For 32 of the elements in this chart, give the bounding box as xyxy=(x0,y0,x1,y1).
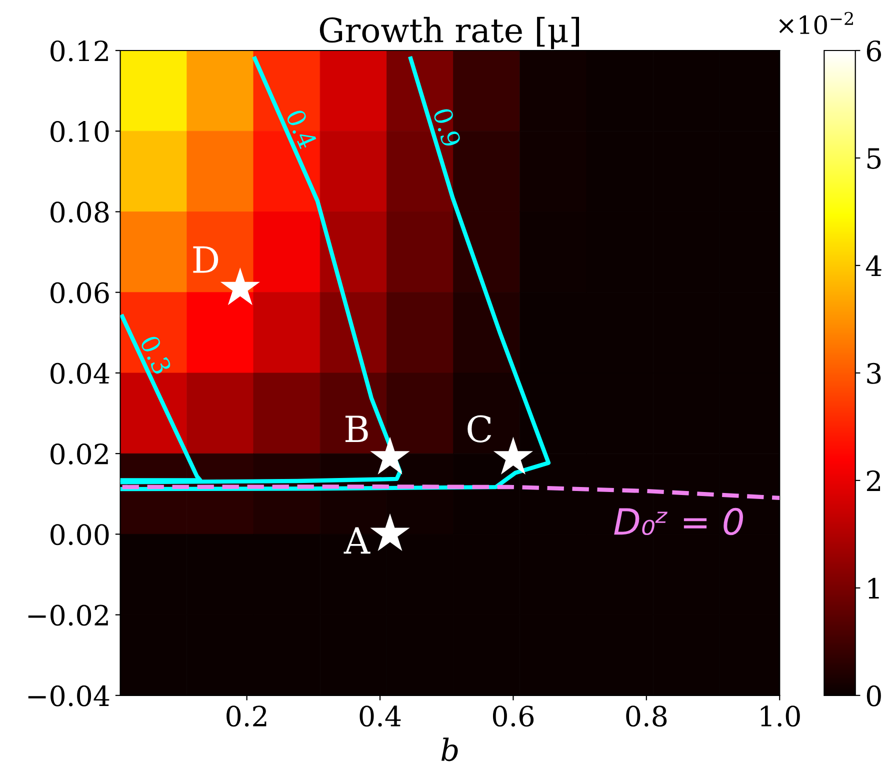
color-bar-label: 6 xyxy=(866,40,882,62)
y-tick-label: −0.04 xyxy=(28,685,110,706)
x-tick-label: 0.8 xyxy=(626,706,667,727)
color-bar-label: 3 xyxy=(867,362,881,384)
series-label: C xyxy=(468,415,492,443)
y-tick-label: 0.06 xyxy=(50,282,109,304)
x-tick-label: 1.0 xyxy=(760,706,800,727)
color-bar-label: 0 xyxy=(866,685,881,706)
text: 0.9 xyxy=(432,107,462,148)
x-tick-label: 0.2 xyxy=(226,706,266,727)
text: 0.4 xyxy=(285,108,318,150)
series-label: A xyxy=(344,527,370,554)
series-label: D₀ᶻ = 0 xyxy=(614,508,744,536)
x-tick-label: 0.4 xyxy=(360,706,401,727)
y-tick-label: 0.10 xyxy=(50,121,109,142)
color-bar-label: 4 xyxy=(866,255,882,276)
color-bar-label: 1 xyxy=(868,578,879,598)
y-tick-label: 0.12 xyxy=(50,40,108,62)
series-label: B xyxy=(345,416,368,442)
color-bar-label: 5 xyxy=(867,148,881,169)
color-bar-label: 2 xyxy=(866,470,880,491)
chart-title: Growth rate [μ] xyxy=(320,16,579,50)
series-label: D xyxy=(193,246,218,273)
y-tick-label: 0.00 xyxy=(50,524,109,546)
y-tick-label: 0.08 xyxy=(50,202,109,223)
y-tick-label: −0.02 xyxy=(28,604,108,626)
text: ×10$^{−2}$ xyxy=(779,12,853,34)
text: 0.3 xyxy=(140,334,172,376)
x-axis-title: b xyxy=(441,738,458,762)
y-tick-label: 0.02 xyxy=(50,444,108,465)
x-tick-label: 0.6 xyxy=(492,706,534,727)
y-tick-label: 0.04 xyxy=(50,362,110,384)
